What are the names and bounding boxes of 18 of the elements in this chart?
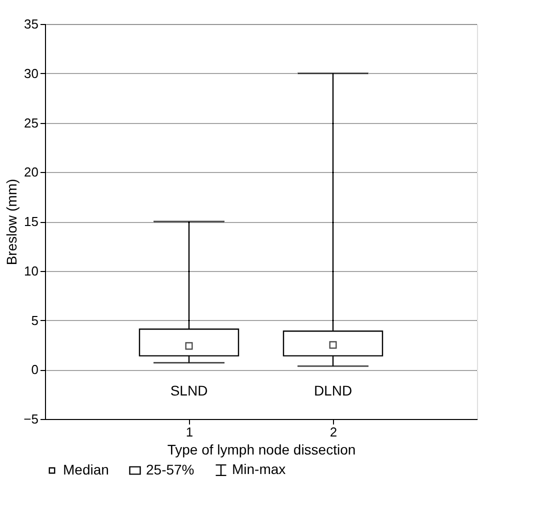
y-tick-label: 0 [31,362,38,378]
y-tick-label: 25 [24,115,38,130]
text: Min-max [232,461,286,478]
annotation: SLND [170,382,208,399]
y-tick-label: −5 [24,412,38,426]
x-tick-label: 1 [186,424,194,440]
y-axis-title: Breslow (mm) [4,178,20,266]
text: 25-57% [146,462,194,478]
y-tick-label: 10 [24,263,38,278]
y-tick-label: 20 [24,164,38,180]
y-tick-label: 5 [31,312,38,328]
y-tick-label: 15 [24,214,38,229]
annotation: DLND [314,382,352,399]
text: Median [63,462,109,478]
x-axis-title: Type of lymph node dissection [167,442,356,458]
y-tick-label: 35 [24,16,38,32]
y-tick-label: 30 [24,66,38,81]
x-tick-label: 2 [330,424,338,440]
